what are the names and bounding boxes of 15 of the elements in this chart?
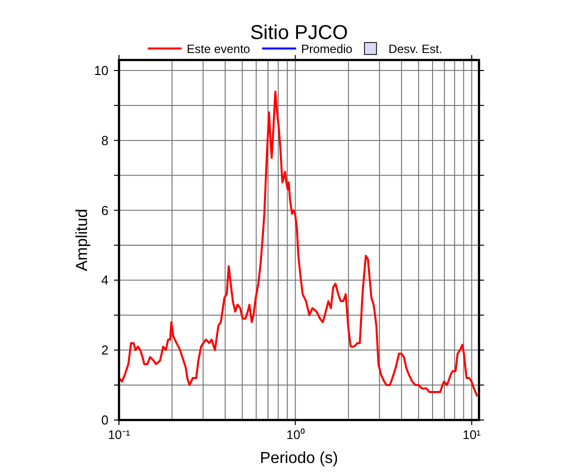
x-tick-label: 10⁰ [286, 428, 306, 442]
y-tick-label: 4 [101, 272, 108, 288]
legend-label: Este evento [186, 42, 250, 56]
x-tick-label: 10⁻¹ [108, 428, 130, 442]
chart-title: Sitio PJCO [250, 22, 348, 44]
legend-label: Promedio [301, 42, 353, 56]
y-tick-label: 10 [94, 62, 108, 78]
x-tick-label: 10¹ [462, 428, 481, 442]
y-tick-label: 6 [101, 202, 108, 218]
legend-label: Desv. Est. [388, 42, 442, 56]
y-tick-label: 0 [101, 412, 108, 428]
y-axis-title: Amplitud [74, 208, 91, 272]
y-tick-label: 2 [101, 342, 108, 358]
y-tick-label: 8 [101, 132, 108, 148]
x-axis-title: Periodo (s) [260, 450, 338, 467]
